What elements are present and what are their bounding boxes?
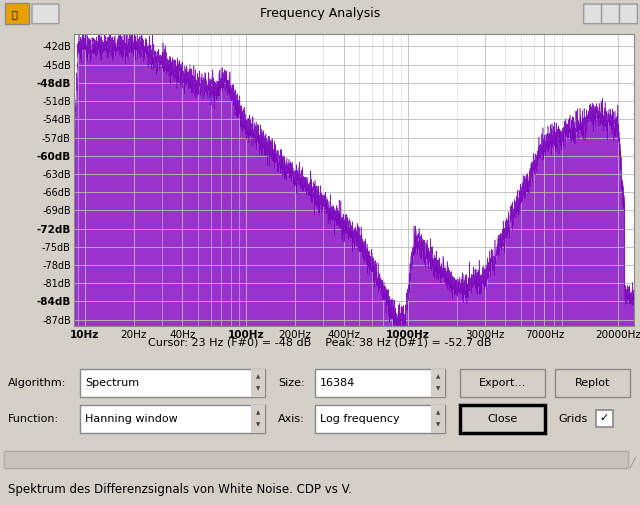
Text: 🎧: 🎧	[12, 9, 18, 19]
Text: Frequency Analysis: Frequency Analysis	[260, 8, 380, 20]
Bar	[460, 405, 545, 433]
FancyBboxPatch shape	[32, 4, 59, 24]
Bar	[596, 410, 613, 427]
Text: Close: Close	[488, 414, 518, 424]
Text: ▲: ▲	[256, 410, 260, 415]
Text: ▼: ▼	[436, 423, 440, 428]
Text: Axis:: Axis:	[278, 414, 305, 424]
FancyBboxPatch shape	[620, 4, 637, 24]
Text: Spectrum: Spectrum	[85, 378, 139, 388]
Bar	[5, 4, 29, 24]
Bar	[251, 405, 265, 433]
Text: ▼: ▼	[436, 386, 440, 391]
Text: ▲: ▲	[436, 410, 440, 415]
Bar	[555, 369, 630, 397]
Text: Size:: Size:	[278, 378, 305, 388]
Bar	[80, 405, 265, 433]
Text: 16384: 16384	[320, 378, 355, 388]
Text: Hanning window: Hanning window	[85, 414, 178, 424]
Bar	[315, 369, 445, 397]
Bar	[431, 369, 445, 397]
Bar	[460, 369, 545, 397]
Text: ▼: ▼	[256, 386, 260, 391]
Bar	[80, 369, 265, 397]
FancyBboxPatch shape	[584, 4, 602, 24]
Bar	[315, 405, 445, 433]
Bar	[251, 369, 265, 397]
Text: ▲: ▲	[256, 374, 260, 379]
FancyBboxPatch shape	[602, 4, 620, 24]
Text: ▼: ▼	[256, 423, 260, 428]
Bar	[431, 405, 445, 433]
Text: ✓: ✓	[599, 413, 609, 423]
Text: Log frequency: Log frequency	[320, 414, 399, 424]
Text: Export...: Export...	[479, 378, 526, 388]
Text: Function:: Function:	[8, 414, 59, 424]
Text: Replot: Replot	[575, 378, 610, 388]
Text: ▲: ▲	[436, 374, 440, 379]
Text: Algorithm:: Algorithm:	[8, 378, 67, 388]
Text: Spektrum des Differenzsignals von White Noise. CDP vs V.: Spektrum des Differenzsignals von White …	[8, 483, 351, 496]
Text: ╱: ╱	[629, 457, 635, 468]
Text: Grids: Grids	[558, 414, 588, 424]
Bar	[4, 451, 628, 468]
Text: Cursor: 23 Hz (F#0) = -48 dB    Peak: 38 Hz (D#1) = -52.7 dB: Cursor: 23 Hz (F#0) = -48 dB Peak: 38 Hz…	[148, 337, 492, 347]
